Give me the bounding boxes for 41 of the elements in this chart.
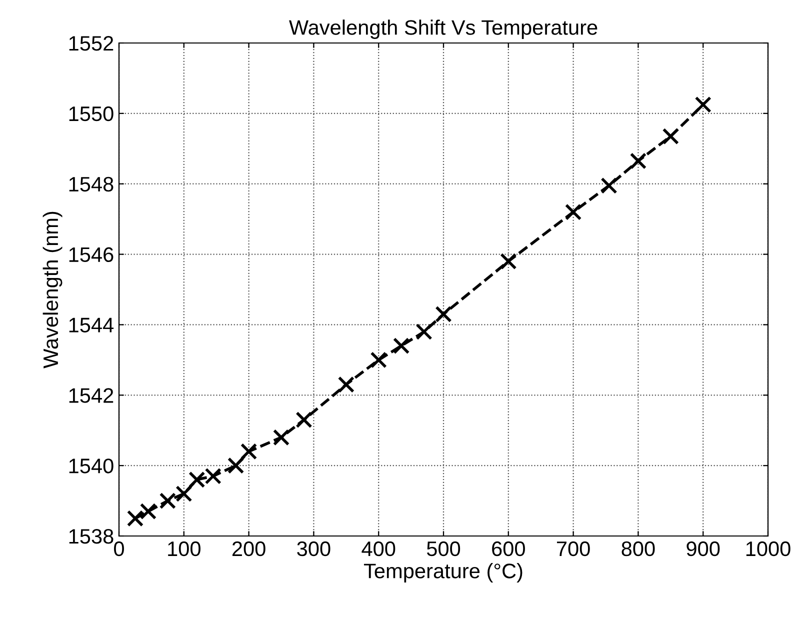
x-tick-label: 600 [492, 541, 525, 556]
y-tick-label: 1546 [69, 247, 114, 262]
y-tick-label: 1542 [69, 388, 114, 403]
y-tick-label: 1544 [69, 318, 114, 332]
x-tick-label: 400 [362, 541, 396, 556]
point [564, 204, 582, 220]
point [600, 177, 618, 194]
point [338, 376, 354, 393]
x-tick-label: 1000 [746, 541, 790, 556]
x-tick-label: 100 [168, 541, 200, 556]
point [296, 411, 312, 428]
point [272, 429, 290, 446]
point [416, 323, 432, 340]
x-tick-label: 200 [232, 541, 266, 556]
x-tick-label: 500 [426, 541, 460, 556]
x-tick-label: 800 [622, 541, 655, 556]
y-tick-label: 1552 [69, 36, 114, 51]
point [370, 352, 387, 368]
x-tick-label: 900 [686, 541, 720, 556]
x-tick-label: 0 [114, 541, 124, 556]
x-axis-title: Temperature (°C) [364, 563, 522, 582]
point [662, 128, 679, 145]
point [392, 338, 410, 354]
point [630, 152, 647, 170]
y-axis-title: Wavelength (nm) [42, 212, 62, 368]
point [227, 457, 244, 474]
chart-title: Wavelength Shift Vs Temperature [289, 20, 598, 39]
y-tick-label: 1538 [69, 529, 114, 544]
y-tick-label: 1540 [69, 458, 114, 474]
point [240, 443, 258, 460]
point [176, 485, 192, 502]
x-tick-label: 300 [297, 541, 330, 556]
point [694, 96, 712, 113]
point [140, 503, 157, 520]
y-tick-label: 1548 [69, 176, 114, 192]
x-tick-label: 700 [556, 541, 590, 556]
point [435, 306, 452, 322]
y-tick-label: 1550 [69, 106, 114, 122]
point [159, 492, 176, 510]
point [500, 252, 517, 270]
point [126, 510, 144, 527]
